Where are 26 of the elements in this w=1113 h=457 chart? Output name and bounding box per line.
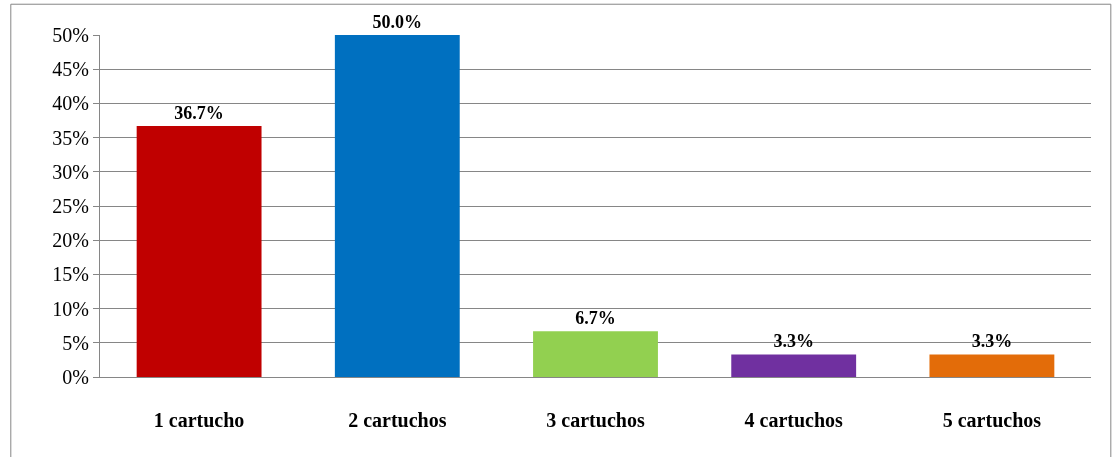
bar bbox=[731, 354, 857, 377]
y-tick-label: 20% bbox=[52, 229, 89, 252]
y-tick-label: 40% bbox=[52, 92, 89, 115]
y-tick-label: 5% bbox=[62, 331, 89, 354]
x-tick-label: 3 cartuchos bbox=[546, 409, 645, 431]
x-tick-label: 2 cartuchos bbox=[348, 409, 447, 431]
data-label: 6.7% bbox=[575, 308, 616, 329]
y-tick-label: 15% bbox=[52, 263, 89, 286]
data-label: 50.0% bbox=[372, 12, 423, 32]
y-tick-label: 45% bbox=[52, 58, 89, 81]
y-tick-label: 0% bbox=[62, 366, 89, 388]
y-tick-label: 25% bbox=[52, 195, 89, 217]
y-tick-label: 30% bbox=[52, 160, 89, 183]
y-tick-label: 10% bbox=[52, 297, 89, 320]
y-tick-label: 35% bbox=[52, 126, 89, 149]
data-label: 3.3% bbox=[773, 331, 814, 352]
data-label: 36.7% bbox=[174, 102, 224, 123]
y-tick-label: 50% bbox=[52, 24, 89, 46]
x-tick-label: 1 cartucho bbox=[153, 409, 245, 431]
bar bbox=[136, 125, 262, 377]
x-tick-label: 5 cartuchos bbox=[942, 409, 1042, 431]
data-label: 3.3% bbox=[971, 331, 1013, 352]
bar bbox=[929, 354, 1055, 377]
bar bbox=[533, 331, 658, 377]
x-tick-label: 4 cartuchos bbox=[744, 409, 844, 431]
bar bbox=[334, 35, 460, 377]
